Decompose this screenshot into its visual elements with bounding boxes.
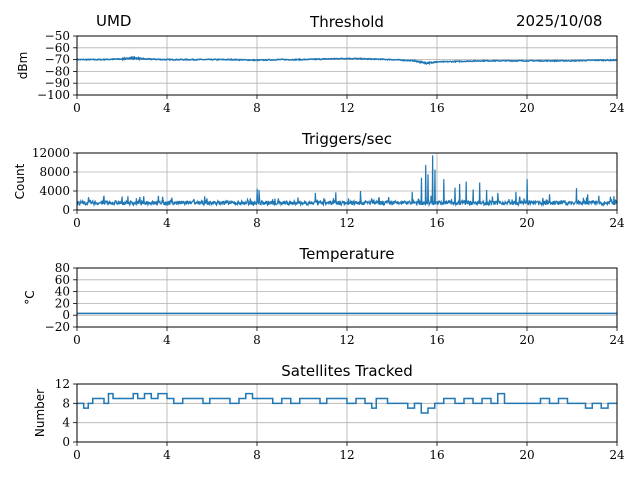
y-tick-label: 0 <box>62 308 70 322</box>
panel-title: Satellites Tracked <box>281 362 412 380</box>
x-tick-label: 16 <box>429 101 444 115</box>
y-tick-label: 40 <box>55 285 70 299</box>
y-tick-label: 0 <box>62 203 70 217</box>
y-tick-label: −70 <box>45 53 70 67</box>
y-tick-label: −80 <box>45 64 70 78</box>
y-tick-label: 8000 <box>39 165 70 179</box>
x-tick-label: 24 <box>609 333 625 347</box>
y-tick-label: 20 <box>55 296 70 310</box>
x-tick-label: 0 <box>73 101 81 115</box>
x-tick-label: 24 <box>609 216 625 230</box>
y-tick-label: 12 <box>55 377 70 391</box>
x-tick-label: 16 <box>429 448 444 462</box>
y-tick-label: 0 <box>62 435 70 449</box>
x-tick-label: 24 <box>609 448 625 462</box>
x-tick-label: 0 <box>73 216 81 230</box>
station-label: UMD <box>96 12 132 30</box>
x-tick-label: 8 <box>253 216 261 230</box>
y-tick-label: 80 <box>55 261 70 275</box>
y-tick-label: −100 <box>37 88 70 102</box>
x-tick-label: 20 <box>519 101 534 115</box>
series-line <box>76 155 618 208</box>
x-tick-label: 12 <box>339 101 354 115</box>
x-tick-label: 12 <box>339 216 354 230</box>
x-tick-label: 16 <box>429 333 444 347</box>
x-tick-label: 24 <box>609 101 625 115</box>
y-axis-label: dBm <box>16 52 30 80</box>
y-axis-label: Number <box>33 389 47 437</box>
y-tick-label: −50 <box>45 29 70 43</box>
x-tick-label: 12 <box>339 448 354 462</box>
panel-3: 0 4 8 12 16 20 24 0 4 8 12 Satellites Tracked Number <box>33 362 625 462</box>
x-tick-label: 8 <box>253 101 261 115</box>
x-tick-label: 0 <box>73 448 81 462</box>
series-line <box>77 392 617 414</box>
panel-title: Triggers/sec <box>301 130 392 148</box>
y-tick-label: 4000 <box>39 184 70 198</box>
x-tick-label: 4 <box>163 333 171 347</box>
x-tick-label: 20 <box>519 333 534 347</box>
y-tick-label: 4 <box>62 416 70 430</box>
x-tick-label: 0 <box>73 333 81 347</box>
x-tick-label: 20 <box>519 448 534 462</box>
y-tick-label: 12000 <box>32 146 70 160</box>
x-tick-label: 4 <box>163 216 171 230</box>
y-axis-label: Count <box>13 163 27 199</box>
panel-title: Threshold <box>309 13 384 31</box>
x-tick-label: 16 <box>429 216 444 230</box>
y-tick-label: −90 <box>45 76 70 90</box>
panel-title: Temperature <box>298 245 394 263</box>
y-tick-label: −60 <box>45 41 70 55</box>
x-tick-label: 4 <box>163 448 171 462</box>
y-tick-label: −20 <box>45 320 70 334</box>
series-line <box>76 55 617 66</box>
panel-0: 0 4 8 12 16 20 24 −50−60−70−80−90−100 Threshold d… <box>16 13 625 115</box>
x-tick-label: 12 <box>339 333 354 347</box>
date-label: 2025/10/08 <box>516 12 603 30</box>
y-tick-label: 8 <box>62 396 70 410</box>
panel-1: 0 4 8 12 16 20 24 0 4000 8000 12000 Triggers/sec Cou… <box>13 130 625 230</box>
y-axis-label: °C <box>23 290 37 304</box>
x-tick-label: 8 <box>253 448 261 462</box>
x-tick-label: 20 <box>519 216 534 230</box>
y-tick-label: 60 <box>55 273 70 287</box>
x-tick-label: 8 <box>253 333 261 347</box>
x-tick-label: 4 <box>163 101 171 115</box>
